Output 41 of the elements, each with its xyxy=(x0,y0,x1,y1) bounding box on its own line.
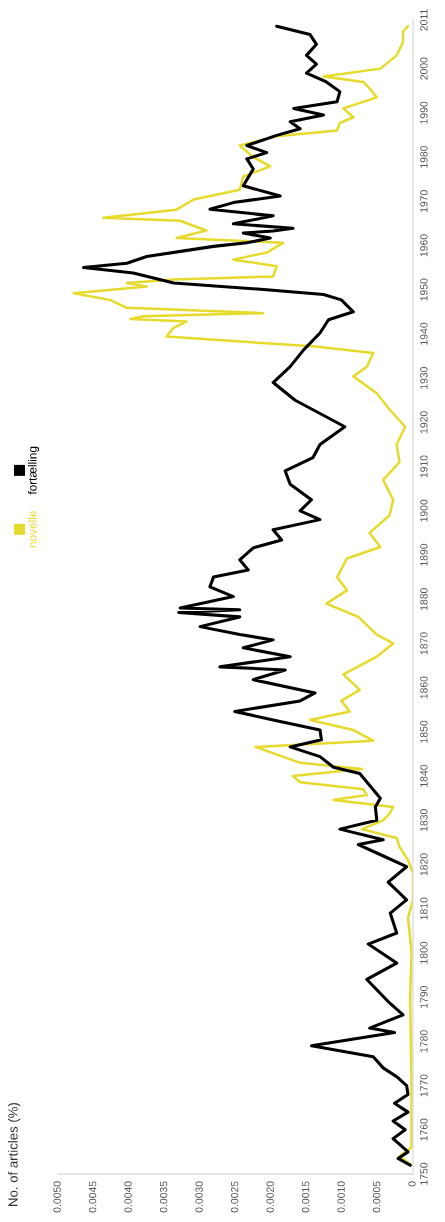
x-tick-label: 0 xyxy=(408,1181,416,1187)
y-tick-label: 1770 xyxy=(420,1074,428,1097)
x-tick-label: 0.0015 xyxy=(301,1181,310,1213)
x-tick-label: 0.0025 xyxy=(230,1181,239,1213)
y-tick-label: 1870 xyxy=(420,632,428,655)
y-tick-label: 1950 xyxy=(420,278,428,301)
y-tick-label: 1970 xyxy=(420,190,428,213)
y-tick-label: 1800 xyxy=(420,941,428,964)
y-tick-label: 1810 xyxy=(420,897,428,920)
x-tick-label: 0.0010 xyxy=(337,1181,345,1213)
y-tick-label: 1750 xyxy=(420,1162,428,1185)
y-tick-label: 1790 xyxy=(420,985,428,1008)
legend-label: fortælling xyxy=(28,446,40,495)
x-tick-label: 0.0050 xyxy=(53,1181,61,1213)
text: No. of articles (%) xyxy=(8,1102,21,1206)
y-tick-label: 1830 xyxy=(420,809,428,832)
y-tick-label: 1930 xyxy=(420,366,428,389)
y-tick-label: 1780 xyxy=(420,1030,428,1053)
y-tick-label: 1900 xyxy=(420,499,428,522)
y-tick-label: 1910 xyxy=(420,455,428,478)
y-tick-label: 2000 xyxy=(420,57,428,80)
legend-label: novelle xyxy=(28,511,37,548)
x-tick-label: 0.0045 xyxy=(88,1181,97,1213)
y-tick-label: 1820 xyxy=(420,853,428,876)
y-tick-label: 1880 xyxy=(420,588,428,610)
y-tick-label: 1940 xyxy=(420,322,428,345)
x-tick-label: 0.0035 xyxy=(159,1181,168,1213)
y-tick-label: 1850 xyxy=(420,720,428,743)
y-tick-label: 1760 xyxy=(420,1118,428,1141)
y-tick-label: 1980 xyxy=(420,145,428,168)
y-tick-label: 1840 xyxy=(420,764,428,787)
y-tick-label: 1860 xyxy=(420,676,428,699)
y-tick-label: 1960 xyxy=(420,234,428,257)
y-tick-label: 1990 xyxy=(420,101,428,124)
x-tick-label: 0.0005 xyxy=(372,1181,381,1213)
x-tick-label: 0.0040 xyxy=(124,1181,132,1213)
y-tick-label: 2011 xyxy=(420,9,428,31)
x-tick-label: 0.0030 xyxy=(195,1181,203,1213)
x-tick-label: 0.0020 xyxy=(266,1181,274,1213)
y-tick-label: 1920 xyxy=(420,411,428,434)
y-tick-label: 1890 xyxy=(420,543,428,566)
